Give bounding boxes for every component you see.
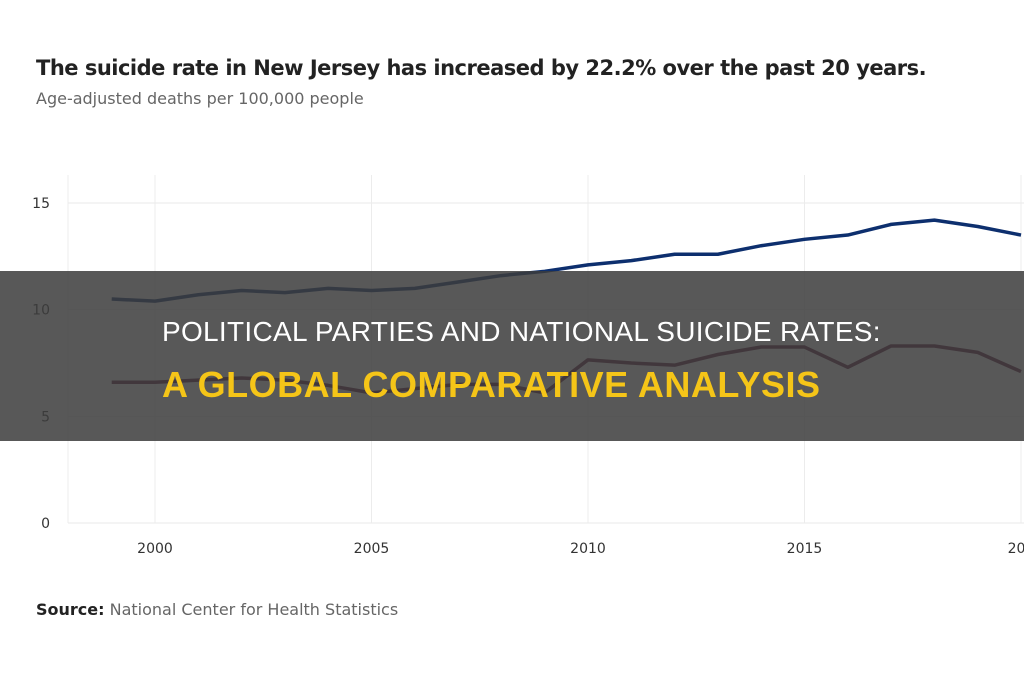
y-tick-label: 15: [32, 196, 50, 212]
x-tick-label: 2000: [137, 541, 173, 557]
banner-headline: POLITICAL PARTIES AND NATIONAL SUICIDE R…: [162, 316, 881, 347]
x-tick-label: 202: [1008, 541, 1024, 557]
x-tick-label: 2010: [570, 541, 606, 557]
title-banner: [0, 271, 1024, 441]
chart-title: The suicide rate in New Jersey has incre…: [36, 56, 927, 80]
x-tick-label: 2015: [787, 541, 823, 557]
source-text: National Center for Health Statistics: [109, 600, 399, 619]
banner-subheadline: A GLOBAL COMPARATIVE ANALYSIS: [162, 364, 821, 405]
chart-subtitle: Age-adjusted deaths per 100,000 people: [36, 89, 364, 108]
y-tick-label: 0: [41, 516, 50, 532]
source-label: Source:: [36, 600, 105, 619]
chart-source: Source: National Center for Health Stati…: [36, 600, 398, 619]
x-tick-label: 2005: [354, 541, 390, 557]
